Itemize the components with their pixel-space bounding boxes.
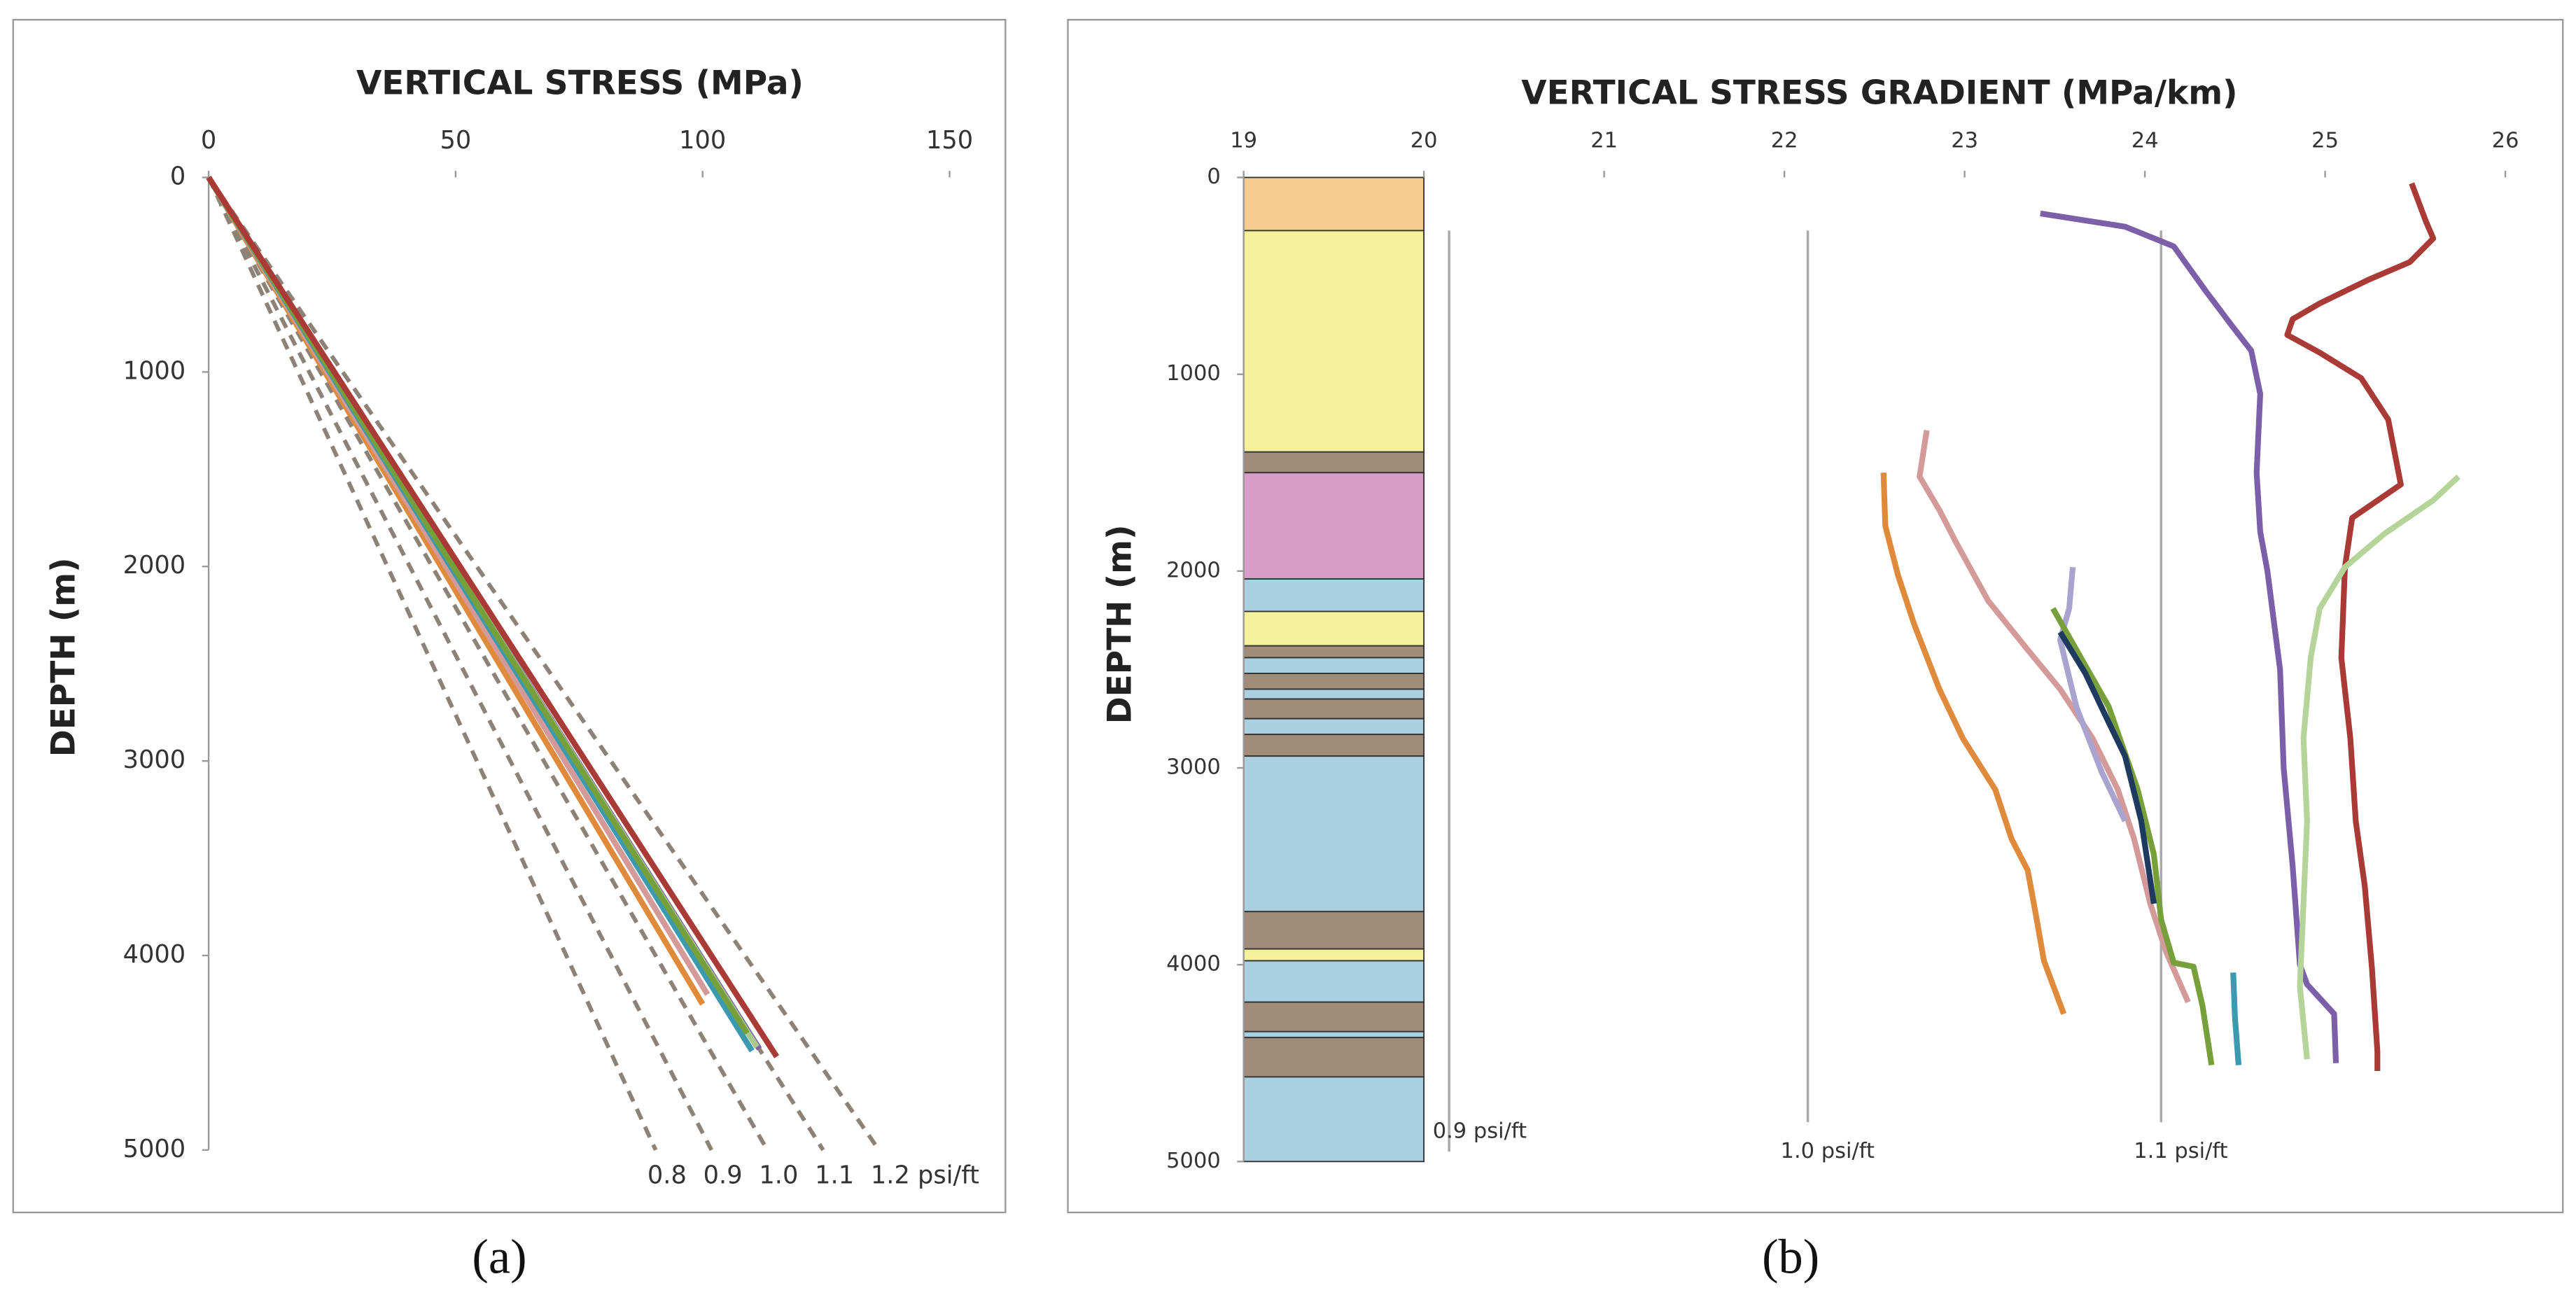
lithology-layer	[1242, 1037, 1425, 1078]
y-tick-label: 5000	[1166, 1149, 1221, 1173]
data-line	[2040, 210, 2339, 1063]
reference-label: 0.9	[704, 1161, 743, 1189]
y-axis-title: DEPTH (m)	[1100, 524, 1139, 724]
x-tick-label: 19	[1230, 128, 1257, 153]
caption: (b)	[1762, 1230, 1819, 1284]
reference-line	[206, 176, 769, 1152]
y-tick-label: 4000	[1166, 952, 1221, 976]
data-line	[2297, 474, 2460, 1060]
lithology-layer	[1242, 948, 1425, 962]
x-tick-label: 22	[1771, 128, 1798, 153]
panel-frame	[12, 19, 1007, 1214]
reference-line	[206, 176, 881, 1152]
y-tick-label: 2000	[123, 551, 186, 580]
x-tick-label: 25	[2311, 128, 2339, 153]
lithology-layer	[1242, 734, 1425, 757]
lithology-layer	[1242, 1076, 1425, 1163]
lithology-layer	[1242, 610, 1425, 647]
reference-label: 1.0 psi/ft	[1781, 1139, 1875, 1163]
reference-line	[206, 176, 658, 1152]
x-axis-title: VERTICAL STRESS GRADIENT (MPa/km)	[1521, 74, 2237, 113]
x-tick-label: 150	[926, 126, 973, 155]
x-tick-label: 23	[1951, 128, 1978, 153]
data-line	[2057, 630, 2157, 904]
y-tick-label: 5000	[123, 1135, 186, 1163]
data-line	[2284, 182, 2437, 1071]
lithology-layer	[1242, 1001, 1425, 1032]
lithology-layer	[1242, 960, 1425, 1003]
x-tick-label: 50	[440, 126, 471, 155]
reference-label: 1.0	[759, 1161, 798, 1189]
lithology-layer	[1242, 451, 1425, 474]
data-line	[206, 176, 780, 1058]
lithology-layer	[1242, 645, 1425, 659]
data-line	[2050, 607, 2215, 1066]
lithology-layer	[1242, 657, 1425, 674]
x-axis-title: VERTICAL STRESS (MPa)	[356, 64, 804, 103]
lithology-layer	[1242, 1030, 1425, 1039]
y-tick-label: 3000	[123, 746, 186, 774]
lithology-layer	[1242, 673, 1425, 690]
x-tick-label: 100	[679, 126, 726, 155]
lithology-layer	[1242, 755, 1425, 913]
reference-line	[206, 176, 714, 1152]
y-tick-label: 0	[1207, 164, 1220, 189]
data-line	[1880, 472, 2067, 1015]
lithology-layer	[1242, 688, 1425, 700]
x-tick-label: 26	[2492, 128, 2519, 153]
x-tick-label: 20	[1410, 128, 1438, 153]
lithology-layer	[1242, 911, 1425, 950]
lithology-layer	[1242, 472, 1425, 580]
reference-label: 0.8	[648, 1161, 687, 1189]
data-line	[1917, 430, 2191, 1004]
reference-label: 1.1 psi/ft	[2134, 1139, 2227, 1163]
y-tick-label: 0	[170, 162, 186, 190]
x-tick-label: 21	[1590, 128, 1618, 153]
lithology-layer	[1242, 578, 1425, 612]
reference-label: 1.1	[815, 1161, 854, 1189]
lithology-layer	[1242, 718, 1425, 736]
y-axis-title: DEPTH (m)	[44, 557, 83, 757]
y-tick-label: 3000	[1166, 755, 1221, 779]
panel-frame	[1067, 19, 2564, 1214]
x-tick-label: 24	[2132, 128, 2159, 153]
y-tick-label: 1000	[123, 356, 186, 385]
y-tick-label: 4000	[123, 940, 186, 969]
data-line	[2057, 566, 2128, 822]
x-tick-label: 0	[201, 126, 216, 155]
reference-label: 1.2 psi/ft	[871, 1161, 979, 1189]
y-tick-label: 1000	[1166, 361, 1221, 386]
data-line	[2230, 972, 2242, 1065]
caption: (a)	[472, 1230, 526, 1284]
lithology-layer	[1242, 698, 1425, 720]
reference-label: 0.9 psi/ft	[1433, 1119, 1527, 1144]
lithology-layer	[1242, 176, 1425, 232]
lithology-layer	[1242, 230, 1425, 453]
y-tick-label: 2000	[1166, 558, 1221, 582]
